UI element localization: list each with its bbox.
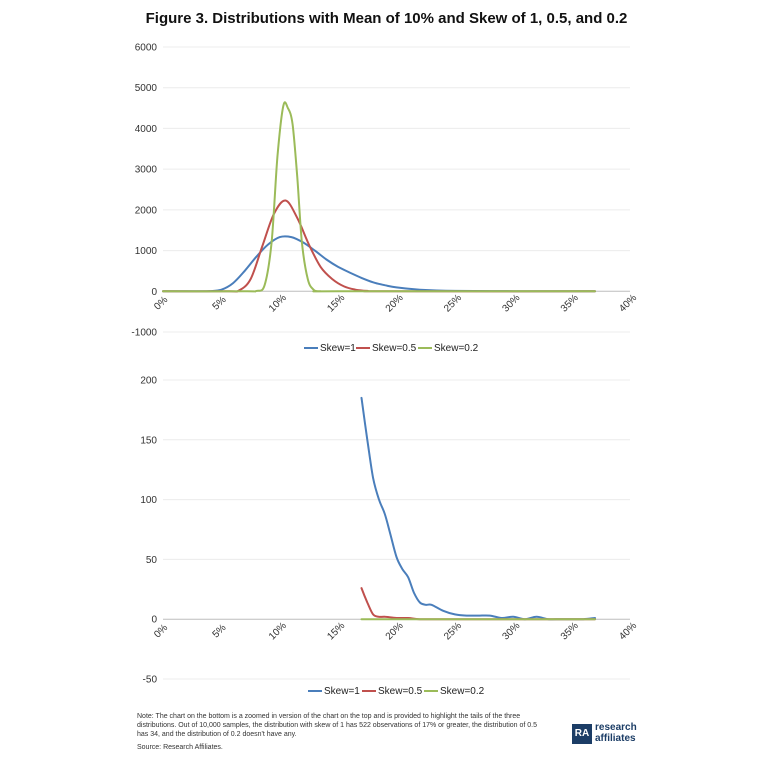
x-tick-label: 35% [559, 620, 581, 642]
legend-label: Skew=0.2 [434, 343, 479, 354]
y-tick-label: 50 [146, 555, 158, 566]
x-tick-label: 35% [559, 292, 581, 314]
y-tick-label: 100 [140, 495, 157, 506]
x-tick-label: 5% [211, 622, 229, 640]
y-tick-label: 3000 [135, 165, 158, 176]
x-tick-label: 15% [325, 620, 347, 642]
x-tick-label: 40% [617, 620, 639, 642]
x-tick-label: 30% [501, 620, 523, 642]
x-tick-label: 20% [384, 620, 406, 642]
y-tick-label: -50 [143, 675, 158, 686]
x-tick-label: 25% [442, 620, 464, 642]
legend-label: Skew=1 [324, 686, 360, 697]
y-tick-label: 4000 [135, 124, 158, 135]
x-tick-label: 40% [617, 292, 639, 314]
y-tick-label: 1000 [135, 246, 158, 257]
y-tick-label: 150 [140, 435, 157, 446]
x-tick-label: 10% [267, 620, 289, 642]
y-tick-label: 200 [140, 376, 157, 387]
x-tick-label: 15% [325, 292, 347, 314]
y-tick-label: 2000 [135, 205, 158, 216]
series-line-skew-1 [162, 235, 596, 293]
y-tick-label: 0 [151, 287, 157, 298]
x-tick-label: 10% [267, 292, 289, 314]
y-tick-label: 0 [151, 615, 157, 626]
legend-label: Skew=1 [320, 343, 356, 354]
legend-label: Skew=0.5 [378, 686, 423, 697]
series-line-skew-0-5 [162, 199, 596, 293]
series-line-skew-1 [360, 396, 596, 621]
chart-note: Note: The chart on the bottom is a zoome… [137, 713, 538, 738]
x-tick-label: 5% [211, 294, 229, 312]
y-tick-label: 6000 [135, 43, 158, 54]
x-tick-label: 25% [442, 292, 464, 314]
logo-mark-icon: RA [572, 724, 592, 744]
logo-line-2: affiliates [595, 733, 636, 744]
legend-label: Skew=0.2 [440, 686, 485, 697]
x-tick-label: 30% [501, 292, 523, 314]
legend-label: Skew=0.5 [372, 343, 417, 354]
chart-source: Source: Research Affiliates. [137, 744, 223, 751]
chart-title: Figure 3. Distributions with Mean of 10%… [145, 10, 628, 27]
y-tick-label: -1000 [131, 328, 157, 339]
logo-text: research affiliates [595, 722, 637, 744]
series-line-skew-0-2 [162, 101, 596, 293]
y-tick-label: 5000 [135, 83, 158, 94]
logo-line-1: research [595, 722, 637, 733]
x-tick-label: 20% [384, 292, 406, 314]
